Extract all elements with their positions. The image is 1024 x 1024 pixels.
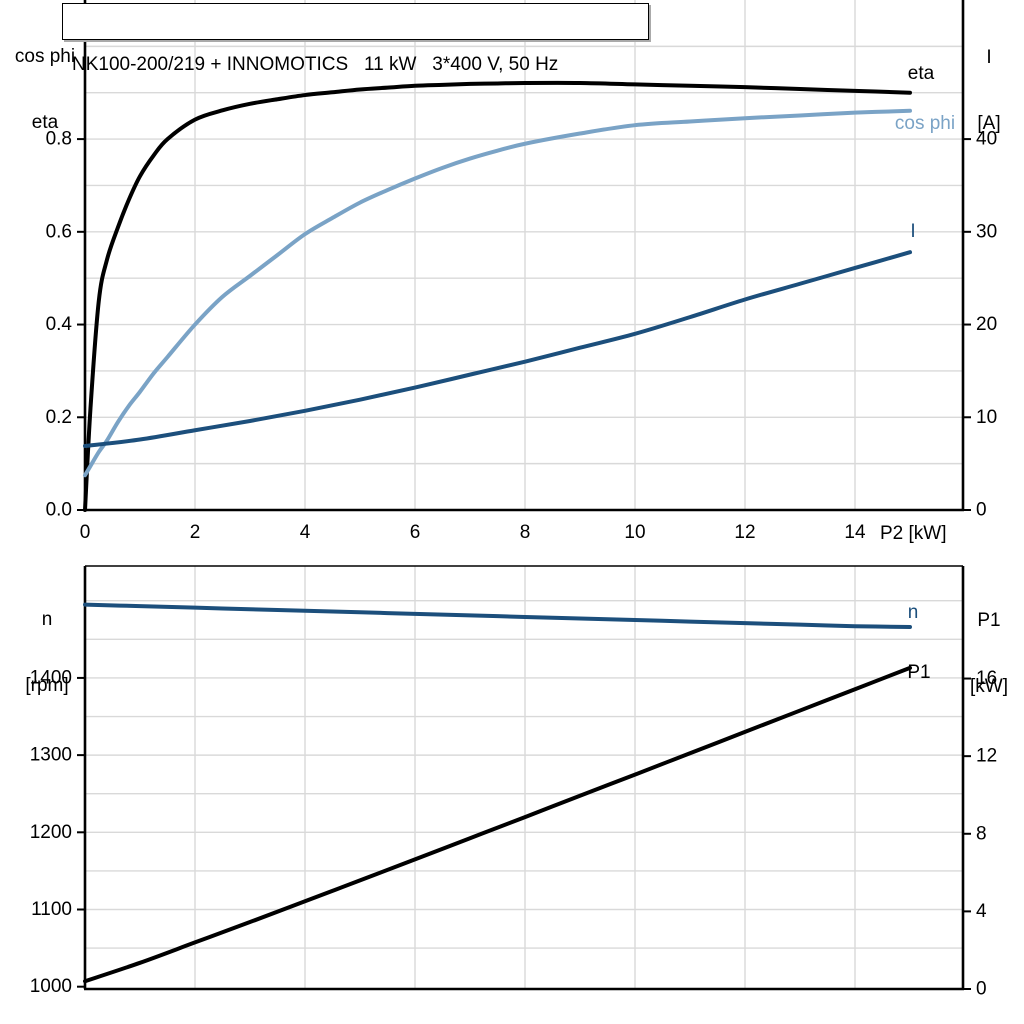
left-tick-label: 1400 <box>30 667 72 688</box>
left-tick-label: 1200 <box>30 822 72 843</box>
left-tick-label: 1000 <box>30 976 72 997</box>
p1-curve-label: P1 <box>907 662 931 683</box>
right-tick-label: 16 <box>976 668 997 689</box>
speed-axis-unit: [rpm] <box>25 675 69 696</box>
right-tick-label: 0 <box>976 500 987 521</box>
p1-axis-unit: [kW] <box>970 676 1008 697</box>
left-tick-label: 0.4 <box>46 314 73 335</box>
eta-curve <box>83 80 912 512</box>
p1-axis-label: P1 <box>977 610 1001 631</box>
right-tick-label: 12 <box>976 746 997 767</box>
bottom-left-axis-title: n [rpm] <box>2 565 92 741</box>
eta-axis-label: eta <box>31 112 59 133</box>
current-curve-label: I <box>910 221 916 242</box>
right-tick-label: 4 <box>976 901 987 922</box>
x-tick-label: 6 <box>410 522 421 543</box>
x-tick-label: 10 <box>624 522 645 543</box>
right-tick-label: 8 <box>976 823 987 844</box>
x-tick-label: 12 <box>734 522 755 543</box>
x-tick-label: 4 <box>300 522 311 543</box>
chart-title-box: NK100-200/219 + INNOMOTICS 11 kW 3*400 V… <box>62 3 649 75</box>
right-tick-label: 0 <box>976 979 987 1000</box>
right-tick-label: 30 <box>976 221 997 242</box>
left-tick-label: 0.8 <box>46 129 72 150</box>
cos-phi-axis-label: cos phi <box>14 46 76 67</box>
p1-curve <box>83 665 912 984</box>
x-tick-label: 8 <box>520 522 531 543</box>
right-tick-label: 10 <box>976 407 997 428</box>
left-tick-label: 0.6 <box>46 221 72 242</box>
left-tick-label: 0.2 <box>46 407 72 428</box>
top-left-axis-title: cos phi eta <box>0 2 90 178</box>
cos-phi-curve <box>83 108 912 478</box>
cos-phi-curve-label: cos phi <box>894 113 956 134</box>
x-axis-title: P2 [kW] <box>880 523 947 544</box>
n-curve <box>83 602 912 629</box>
speed-axis-label: n <box>41 609 53 630</box>
left-tick-label: 0.0 <box>46 500 72 521</box>
right-tick-label: 20 <box>976 314 997 335</box>
x-tick-label: 14 <box>844 522 866 543</box>
current-axis-unit: [A] <box>977 113 1001 134</box>
current-axis-label: I <box>986 47 992 68</box>
left-tick-label: 1100 <box>31 899 72 920</box>
chart-title: NK100-200/219 + INNOMOTICS 11 kW 3*400 V… <box>72 54 559 75</box>
top-right-axis-title: I [A] <box>964 3 1014 179</box>
left-tick-label: 1300 <box>30 745 72 766</box>
speed-curve-label: n <box>907 602 919 623</box>
bottom-right-axis-title: P1 [kW] <box>960 566 1018 742</box>
x-tick-label: 2 <box>190 522 201 543</box>
right-tick-label: 40 <box>976 129 997 150</box>
x-tick-label: 0 <box>80 522 91 543</box>
i-curve <box>83 250 912 449</box>
eta-curve-label: eta <box>907 63 935 84</box>
